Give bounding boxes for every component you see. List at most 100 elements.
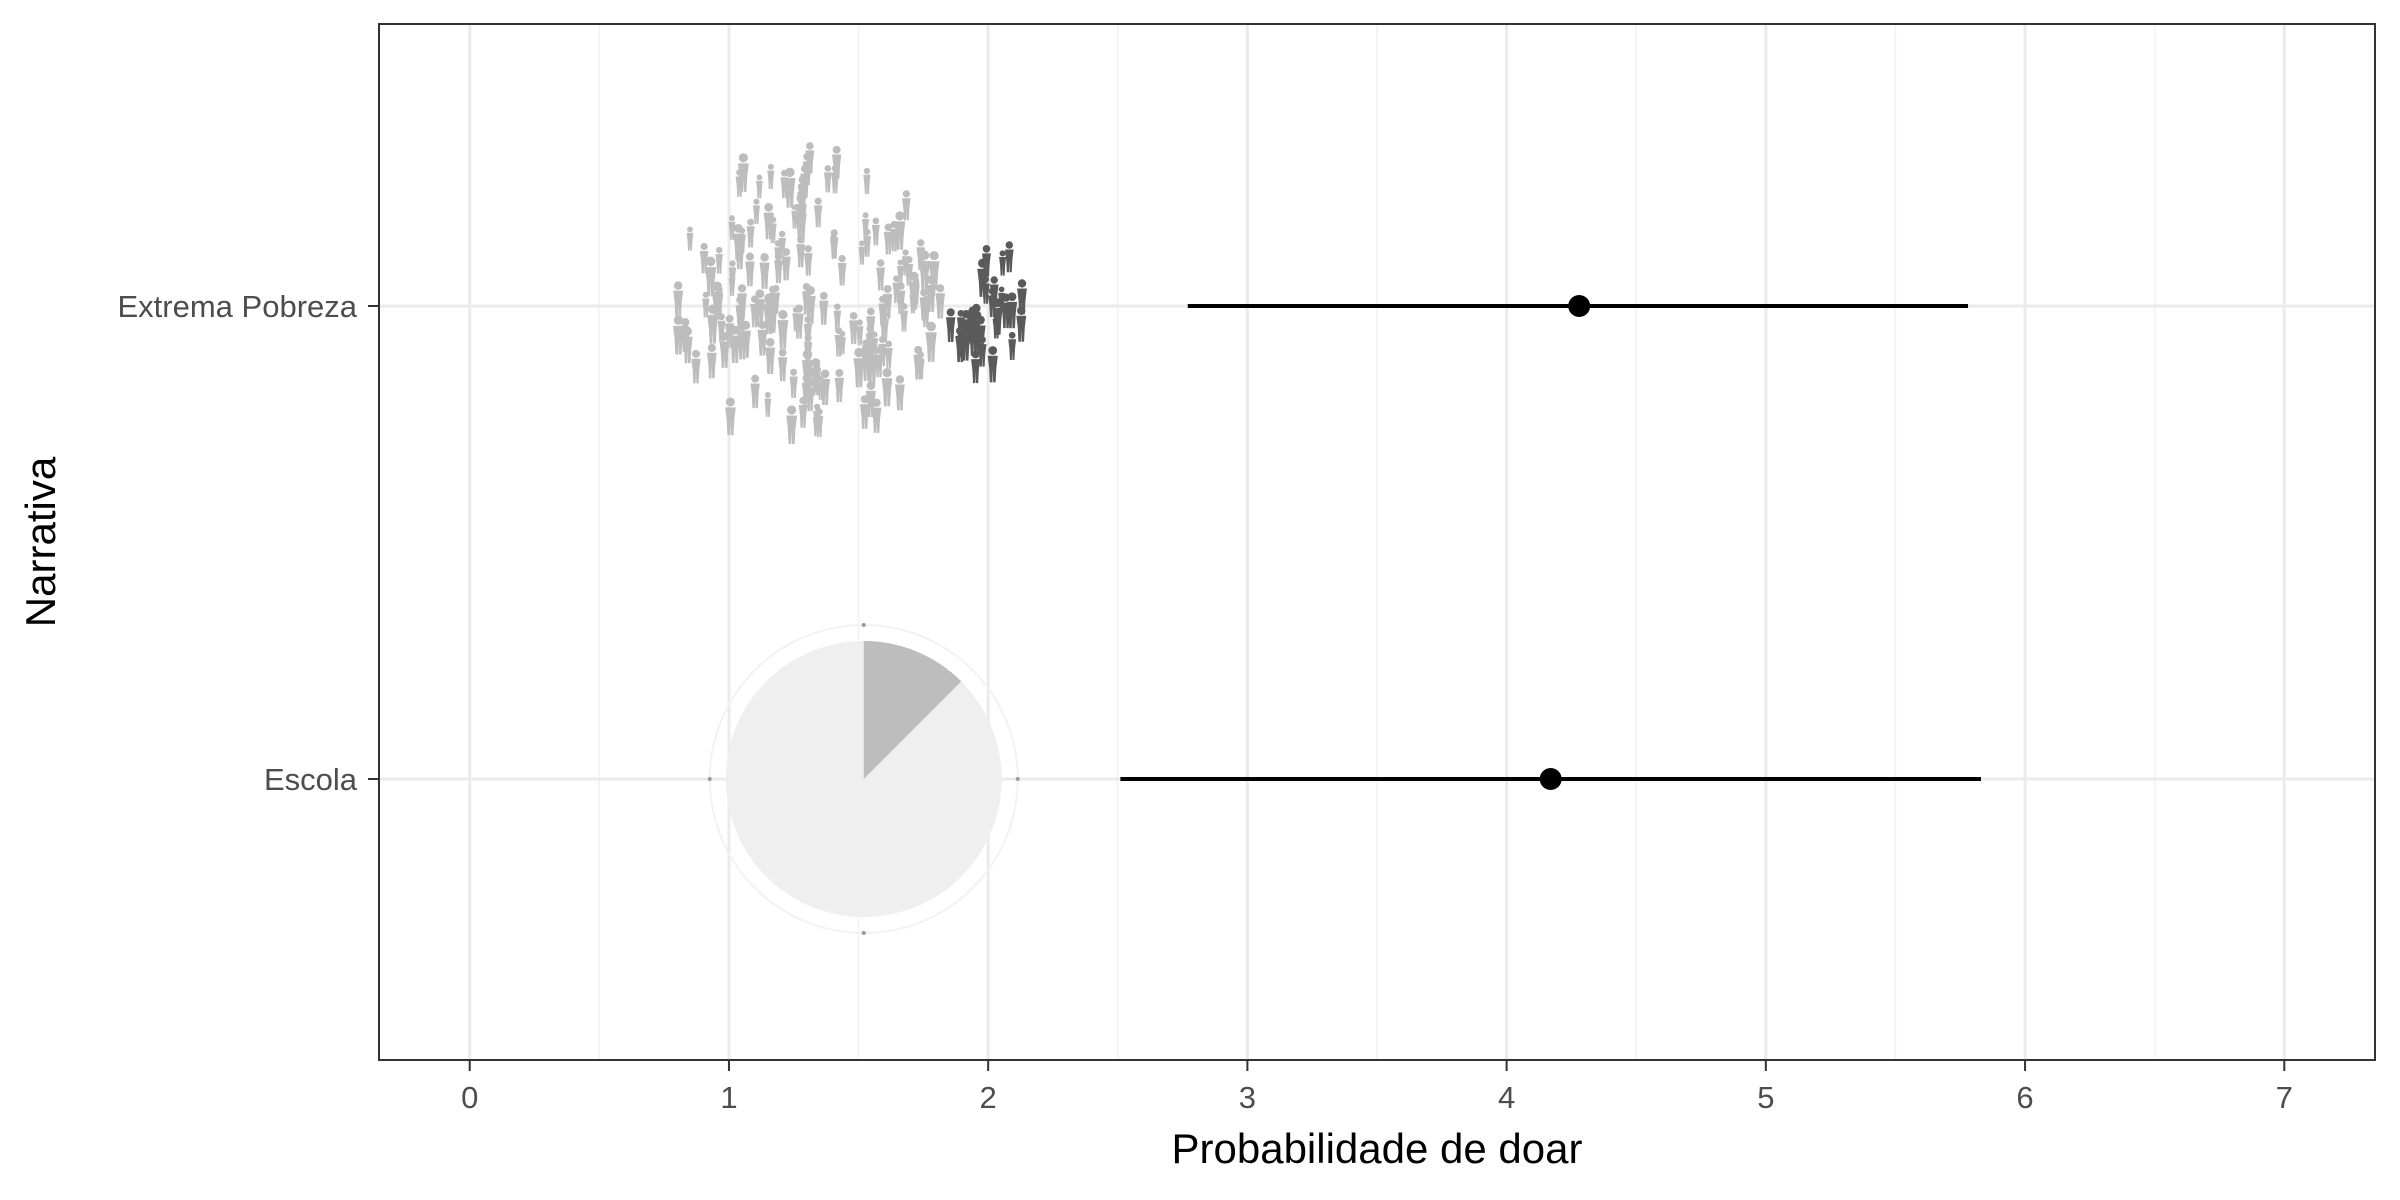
person-silhouette-icon bbox=[803, 245, 813, 276]
person-silhouette-icon bbox=[812, 362, 821, 393]
person-silhouette-icon bbox=[791, 204, 799, 229]
annotations bbox=[673, 142, 1027, 935]
person-silhouette-icon bbox=[1007, 292, 1018, 329]
person-silhouette-icon bbox=[992, 311, 1001, 339]
person-silhouette-icon bbox=[897, 259, 904, 284]
pie-tick-mark bbox=[861, 623, 866, 627]
person-silhouette-icon bbox=[921, 296, 931, 328]
person-silhouette-icon bbox=[774, 252, 783, 284]
person-silhouette-icon bbox=[764, 391, 772, 417]
person-silhouette-icon bbox=[797, 175, 808, 209]
person-silhouette-icon bbox=[801, 349, 814, 390]
pie-tick-mark bbox=[861, 931, 866, 935]
person-silhouette-icon bbox=[767, 163, 775, 190]
x-tick-label: 6 bbox=[2016, 1080, 2033, 1115]
person-silhouette-icon bbox=[728, 271, 736, 296]
person-silhouette-icon bbox=[786, 405, 798, 444]
person-silhouette-icon bbox=[861, 339, 870, 366]
person-silhouette-icon bbox=[735, 295, 746, 333]
person-silhouette-icon bbox=[752, 198, 761, 225]
person-silhouette-icon bbox=[1008, 331, 1017, 360]
person-silhouette-icon bbox=[871, 331, 879, 357]
person-silhouette-icon bbox=[896, 282, 906, 314]
person-silhouette-icon bbox=[686, 226, 694, 251]
person-silhouette-icon bbox=[982, 244, 991, 277]
person-silhouette-icon bbox=[871, 217, 880, 246]
person-silhouette-icon bbox=[673, 315, 684, 355]
person-silhouette-icon bbox=[834, 327, 843, 357]
person-silhouette-icon bbox=[777, 309, 789, 349]
person-silhouette-icon bbox=[858, 240, 866, 265]
y-axis: Extrema Pobreza Escola bbox=[118, 289, 379, 797]
person-silhouette-icon bbox=[789, 368, 798, 399]
x-tick-label: 0 bbox=[461, 1080, 478, 1115]
person-silhouette-icon bbox=[975, 315, 986, 354]
person-silhouette-icon bbox=[792, 306, 800, 332]
data-point bbox=[1539, 768, 1562, 790]
grid-minor bbox=[598, 24, 2156, 1060]
person-silhouette-icon bbox=[837, 254, 847, 286]
person-silhouette-icon bbox=[856, 319, 864, 346]
person-silhouette-icon bbox=[728, 215, 736, 240]
person-silhouette-icon bbox=[999, 250, 1007, 276]
person-silhouette-icon bbox=[989, 276, 999, 308]
person-silhouette-icon bbox=[778, 348, 788, 382]
x-tick-label: 5 bbox=[1757, 1080, 1774, 1115]
person-silhouette-icon bbox=[725, 397, 736, 436]
person-silhouette-icon bbox=[702, 291, 710, 318]
person-silhouette-icon bbox=[691, 349, 701, 384]
person-silhouette-icon bbox=[901, 249, 910, 276]
x-tick-label: 1 bbox=[720, 1080, 737, 1115]
person-silhouette-icon bbox=[878, 335, 887, 367]
person-silhouette-icon bbox=[853, 347, 865, 388]
person-silhouette-icon bbox=[894, 211, 906, 250]
data-marks bbox=[1120, 295, 1981, 790]
person-silhouette-icon bbox=[673, 281, 684, 317]
person-silhouette-icon bbox=[757, 320, 768, 356]
person-silhouette-icon bbox=[916, 351, 925, 380]
pie-clock bbox=[707, 623, 1020, 935]
person-silhouette-icon bbox=[706, 343, 717, 379]
person-silhouette-icon bbox=[813, 197, 823, 228]
pie-tick-mark bbox=[707, 777, 712, 781]
person-silhouette-icon bbox=[833, 303, 842, 331]
panel-border bbox=[378, 23, 2376, 1061]
person-silhouette-icon bbox=[834, 369, 844, 403]
person-silhouette-icon bbox=[871, 398, 882, 433]
person-silhouette-icon bbox=[935, 284, 946, 319]
x-axis: 0 1 2 3 4 5 6 7 bbox=[461, 1060, 2293, 1115]
person-silhouette-icon bbox=[819, 291, 829, 325]
person-silhouette-icon bbox=[759, 253, 770, 289]
person-silhouette-icon bbox=[745, 252, 755, 287]
person-silhouette-icon bbox=[750, 295, 760, 328]
person-silhouette-icon bbox=[734, 234, 745, 270]
x-tick-label: 3 bbox=[1239, 1080, 1256, 1115]
person-silhouette-icon bbox=[750, 374, 760, 409]
person-silhouette-icon bbox=[849, 311, 859, 345]
person-silhouette-icon bbox=[784, 167, 796, 208]
y-tick-label: Extrema Pobreza bbox=[118, 289, 358, 324]
y-axis-title: Narrativa bbox=[17, 456, 64, 627]
person-silhouette-icon bbox=[881, 368, 893, 407]
person-silhouette-icon bbox=[824, 165, 832, 193]
person-silhouette-icon bbox=[796, 235, 806, 268]
person-silhouette-icon bbox=[894, 375, 905, 411]
person-silhouette-icon bbox=[815, 408, 824, 438]
x-tick-label: 7 bbox=[2276, 1080, 2293, 1115]
person-silhouette-icon bbox=[945, 308, 956, 343]
person-silhouette-icon bbox=[802, 282, 811, 315]
person-silhouette-icon bbox=[746, 218, 755, 248]
pie-slice bbox=[863, 641, 962, 779]
person-silhouette-icon bbox=[719, 332, 730, 368]
person-silhouette-icon bbox=[863, 167, 871, 195]
person-silhouette-icon bbox=[831, 164, 840, 194]
person-silhouette-icon bbox=[778, 230, 786, 258]
x-tick-label: 4 bbox=[1498, 1080, 1515, 1115]
person-silhouette-icon bbox=[737, 153, 749, 192]
person-silhouette-icon bbox=[863, 228, 872, 257]
person-silhouette-icon bbox=[805, 142, 815, 174]
person-silhouette-icon bbox=[1004, 241, 1014, 273]
x-axis-title: Probabilidade de doar bbox=[1172, 1125, 1583, 1172]
person-silhouette-icon bbox=[987, 346, 998, 383]
